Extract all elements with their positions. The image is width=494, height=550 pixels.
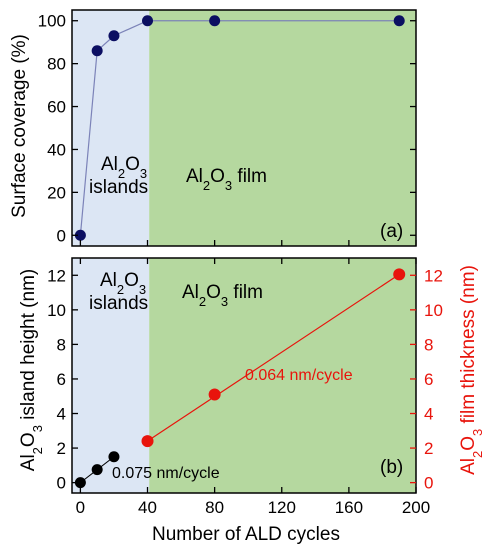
y-tick-label-left-b: 6	[57, 370, 66, 389]
islands-region-label-b: Al2O3	[100, 270, 146, 297]
y-tick-label-left-b: 8	[57, 335, 66, 354]
y-tick-label-left-b: 0	[57, 474, 66, 493]
coverage-point	[209, 15, 221, 27]
x-tick-label: 40	[138, 498, 157, 517]
film-rate-annotation: 0.064 nm/cycle	[245, 367, 353, 384]
film-thickness-point	[393, 268, 406, 281]
coverage-series-line	[79, 20, 400, 236]
islands-region-a	[72, 10, 150, 246]
thickness-fit-line	[143, 273, 400, 444]
islands-region-label-a: Al2O3	[101, 154, 147, 181]
panel-label-b: (b)	[380, 457, 403, 478]
x-axis-label: Number of ALD cycles	[152, 524, 340, 545]
film-region-label-b: Al2O3 film	[182, 282, 263, 309]
film-thickness-point	[208, 388, 221, 401]
y-tick-label-right-b: 6	[424, 370, 433, 389]
film-region-b	[149, 258, 416, 493]
film-thickness-point	[141, 435, 154, 448]
plot-frame-b	[71, 257, 417, 494]
panel-label-a: (a)	[380, 221, 403, 242]
x-tick-label: 200	[402, 498, 430, 517]
islands-region-label-a-line2: islands	[89, 177, 148, 198]
x-tick-label: 120	[268, 498, 296, 517]
islands-rate-annotation: 0.075 nm/cycle	[112, 465, 220, 482]
x-tick-label: 160	[335, 498, 363, 517]
x-tick-label: 80	[205, 498, 224, 517]
y-tick-label-right-b: 0	[424, 474, 433, 493]
y-axis-label-right-b: Al2O3 film thickness (nm)	[458, 265, 485, 475]
x-tick-label: 0	[76, 498, 85, 517]
y-tick-label-right-b: 8	[424, 335, 433, 354]
coverage-point	[393, 15, 405, 27]
y-tick-label-right-b: 2	[424, 439, 433, 458]
y-tick-label-left-b: 4	[57, 405, 66, 424]
coverage-point	[91, 45, 103, 57]
film-region-a	[149, 10, 416, 246]
island-height-point	[74, 477, 86, 489]
coverage-point	[108, 30, 120, 42]
y-tick-label-a: 100	[38, 12, 66, 31]
film-region-label-a: Al2O3 film	[186, 166, 267, 193]
panel-a: 0 20 40 60 80 100 Al2O3 islands Al2O3 film (a…	[9, 9, 417, 247]
coverage-point	[142, 15, 154, 27]
y-axis-label-left-b: Al2O3 island height (nm)	[18, 269, 45, 471]
island-height-point	[91, 464, 103, 476]
island-height-point	[108, 451, 120, 463]
islands-region-label-b-line2: islands	[89, 293, 148, 314]
y-tick-label-a: 0	[57, 226, 66, 245]
y-tick-label-left-b: 2	[57, 439, 66, 458]
y-tick-label-right-b: 4	[424, 405, 433, 424]
y-axis-label-a: Surface coverage (%)	[9, 34, 30, 218]
y-tick-label-right-b: 12	[424, 266, 443, 285]
y-tick-label-right-b: 10	[424, 301, 443, 320]
coverage-point	[74, 229, 86, 241]
y-tick-label-a: 20	[47, 183, 66, 202]
y-tick-label-a: 60	[47, 98, 66, 117]
y-tick-label-a: 80	[47, 55, 66, 74]
y-tick-label-left-b: 10	[47, 301, 66, 320]
plot-frame-a	[71, 9, 417, 247]
y-tick-label-a: 40	[47, 140, 66, 159]
y-tick-label-left-b: 12	[47, 266, 66, 285]
